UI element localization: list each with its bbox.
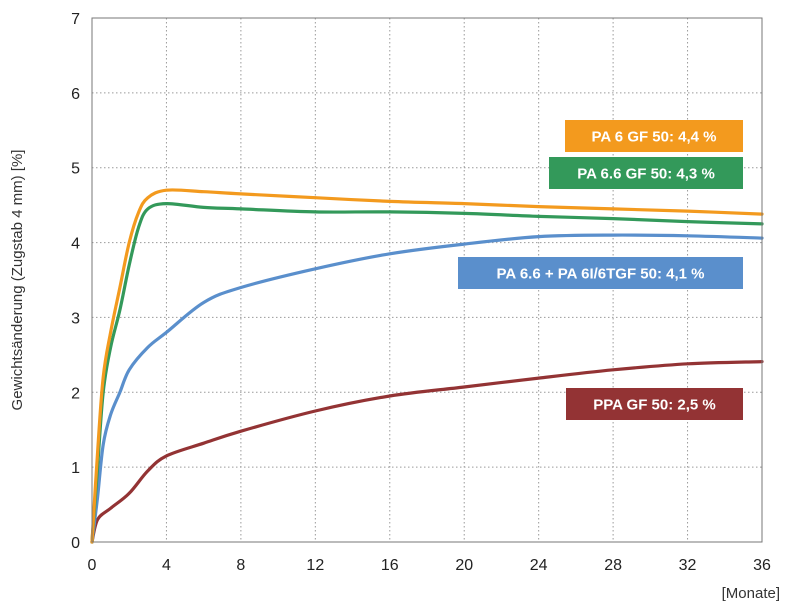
y-axis-title: Gewichtsänderung (Zugstab 4 mm) [%] xyxy=(9,150,26,411)
y-tick-label: 1 xyxy=(71,460,80,477)
series-line-pa6-line xyxy=(90,188,764,544)
x-tick-label: 8 xyxy=(236,557,245,574)
x-tick-label: 36 xyxy=(753,557,771,574)
x-tick-label: 24 xyxy=(530,557,548,574)
y-tick-label: 2 xyxy=(71,385,80,402)
y-tick-label: 0 xyxy=(71,535,80,552)
x-tick-labels: 0 4 8 12 16 20 24 28 32 36 xyxy=(88,557,771,574)
x-tick-label: 20 xyxy=(455,557,473,574)
series-label-pa66-pa6i-label: PA 6.6 + PA 6I/6TGF 50: 4,1 % xyxy=(496,266,704,283)
y-tick-label: 6 xyxy=(71,86,80,103)
series-label-box-pa6-label xyxy=(565,120,743,152)
x-tick-label: 28 xyxy=(604,557,622,574)
series-line-pa66-pa6i-line xyxy=(90,233,764,544)
x-tick-label: 16 xyxy=(381,557,399,574)
series-lines xyxy=(90,188,764,544)
y-tick-label: 7 xyxy=(71,11,80,28)
series-label-box-ppa-label xyxy=(566,388,743,420)
x-tick-label: 32 xyxy=(679,557,697,574)
x-axis-title: [Monate] xyxy=(722,585,780,602)
y-tick-labels: 0 1 2 3 4 5 6 7 xyxy=(71,11,80,552)
series-labels: PA 6 GF 50: 4,4 % PA 6.6 GF 50: 4,3 % PA 6… xyxy=(458,120,743,420)
series-label-box-pa66-label xyxy=(549,157,743,189)
series-line-ppa-line xyxy=(90,360,764,544)
y-tick-label: 4 xyxy=(71,236,80,253)
x-tick-label: 0 xyxy=(88,557,97,574)
series-line-pa66-line xyxy=(90,201,764,544)
x-tick-label: 4 xyxy=(162,557,171,574)
plot-frame xyxy=(91,17,763,543)
series-label-box-pa66-pa6i-label xyxy=(458,257,743,289)
y-tick-label: 5 xyxy=(71,161,80,178)
series-label-pa6-label: PA 6 GF 50: 4,4 % xyxy=(591,129,716,146)
x-tick-label: 12 xyxy=(306,557,324,574)
y-tick-label: 3 xyxy=(71,310,80,327)
series-label-ppa-label: PPA GF 50: 2,5 % xyxy=(593,397,716,414)
series-label-pa66-label: PA 6.6 GF 50: 4,3 % xyxy=(577,166,715,183)
